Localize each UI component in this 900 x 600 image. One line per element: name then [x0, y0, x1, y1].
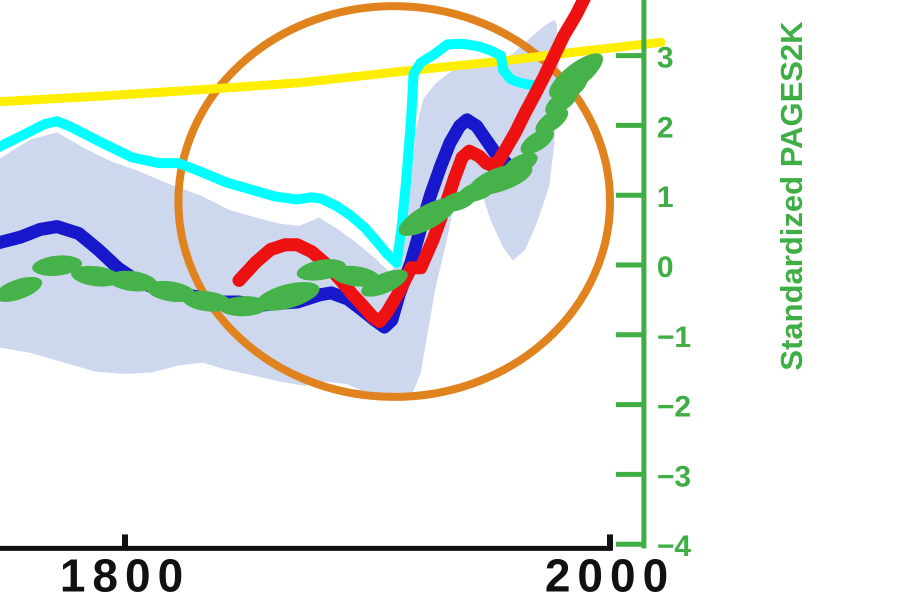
dots-layer — [0, 53, 604, 317]
pages2k-dot — [0, 276, 43, 302]
pages2k-dot — [502, 152, 538, 177]
pages2k-dot — [255, 282, 320, 311]
y-axis-tick-label: −4 — [657, 530, 692, 563]
cyan-reconstruction — [0, 38, 543, 268]
pages2k-dot — [535, 108, 569, 135]
y-axis-tick-label: −3 — [657, 460, 691, 493]
y-axis-tick-label: 0 — [657, 251, 674, 284]
uncertainty-band — [0, 20, 560, 398]
pages2k-dot — [330, 265, 381, 287]
axes-layer: 3 2 1 0 −1 −2 −3 −4 1800 2000 — [0, 0, 691, 600]
pages2k-dot — [71, 265, 121, 287]
highlight-circle — [174, 2, 615, 401]
pages2k-dot — [107, 270, 158, 292]
pages2k-dot — [520, 128, 555, 155]
y-axis-tick-label: −1 — [657, 321, 691, 354]
band-layer — [0, 20, 560, 398]
x-axis-tick-label: 1800 — [60, 549, 190, 600]
yellow-reconstruction — [0, 37, 666, 107]
annotation-layer — [174, 2, 615, 401]
y-axis-tick-label: 2 — [657, 111, 674, 144]
y-axis-tick-label: 3 — [657, 42, 674, 75]
y-axis-tick-label: 1 — [657, 181, 674, 214]
blue-reconstruction — [0, 113, 513, 334]
pages2k-dot — [548, 53, 604, 99]
pages2k-dot — [361, 269, 408, 297]
x-axis-tick-label: 2000 — [545, 549, 675, 600]
y-axis-tick-label: −2 — [657, 391, 691, 424]
pages2k-dot — [32, 255, 82, 276]
y-axis-title: Standardized PAGES2K — [774, 21, 809, 371]
